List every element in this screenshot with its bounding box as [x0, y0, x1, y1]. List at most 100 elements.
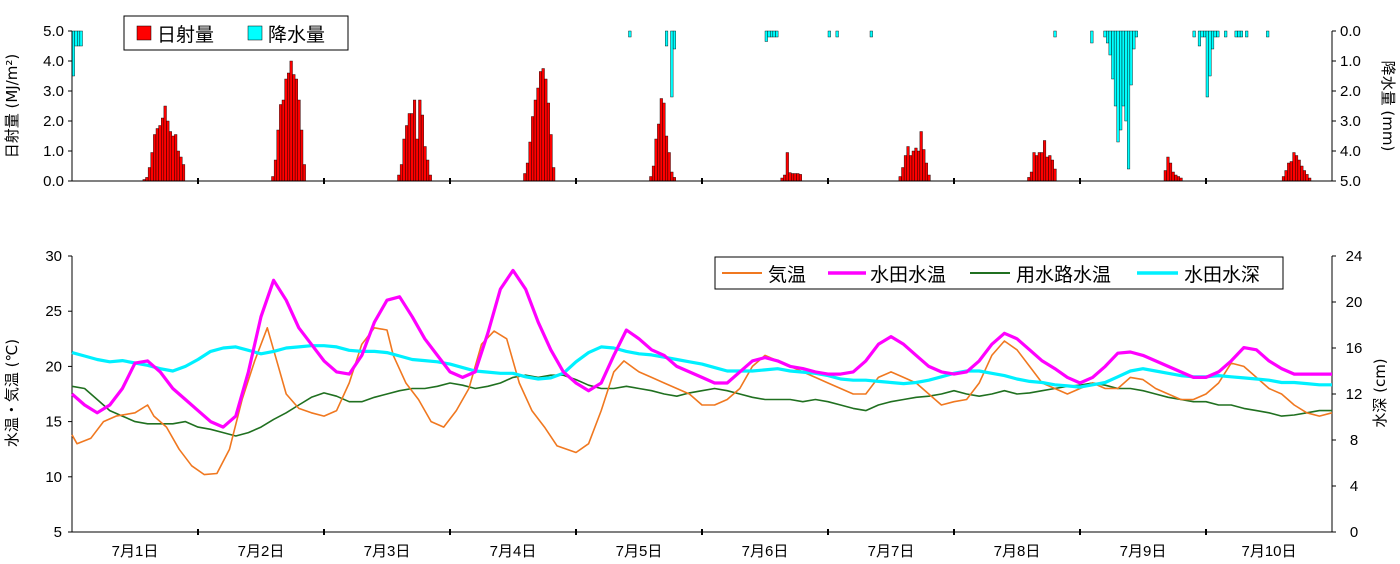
solar-bar — [297, 99, 301, 182]
bottom-left-tick-label: 10 — [45, 469, 62, 486]
solar-bar — [413, 99, 417, 182]
precip-bar — [1113, 30, 1117, 107]
solar-bar — [1050, 159, 1054, 182]
solar-bar — [898, 176, 902, 182]
solar-bar — [523, 173, 527, 182]
precip-bar — [1106, 30, 1110, 44]
solar-bar — [292, 74, 296, 182]
legend-canal-temp-label: 用水路水温 — [1016, 264, 1111, 286]
precip-bar — [835, 30, 839, 38]
precip-bar — [1239, 30, 1243, 38]
date-tick-label: 7月1日 — [112, 543, 159, 560]
precip-bar — [1205, 30, 1209, 98]
solar-bar — [428, 174, 432, 182]
bottom-left-tick-label: 15 — [45, 414, 62, 431]
bottom-left-tick-label: 5 — [54, 524, 62, 541]
solar-bar — [420, 114, 424, 182]
precip-bar — [628, 30, 632, 38]
solar-bar — [182, 164, 186, 182]
date-tick-label: 7月6日 — [742, 543, 789, 560]
precip-bar — [665, 30, 669, 47]
precip-bar — [1116, 30, 1120, 143]
solar-bar — [1048, 155, 1052, 182]
solar-bar — [531, 116, 535, 182]
date-tick-label: 7月5日 — [616, 543, 663, 560]
solar-bar — [1027, 177, 1031, 182]
solar-bar — [667, 152, 671, 182]
precip-bar — [775, 30, 779, 38]
precip-bar — [1203, 30, 1207, 38]
precip-bar — [77, 30, 81, 47]
solar-bar — [294, 78, 298, 182]
legend-paddy-depth-label: 水田水深 — [1184, 264, 1260, 286]
top-right-tick-label: 5.0 — [1340, 173, 1361, 190]
solar-bar — [1305, 174, 1309, 182]
solar-bar — [783, 174, 787, 182]
solar-bar — [415, 138, 419, 182]
solar-bar — [166, 120, 170, 182]
top-left-tick-label: 4.0 — [43, 53, 64, 70]
solar-bar — [1035, 155, 1039, 182]
solar-bar — [539, 71, 543, 182]
solar-bar — [672, 177, 676, 182]
precip-bar — [1224, 30, 1228, 38]
temperature-depth-panel: 5 10 15 20 25 30 0 4 8 12 16 20 24 7月1日 7月2日 7月3日 7月4日… — [3, 248, 1389, 560]
solar-bar — [155, 128, 159, 182]
solar-bar — [788, 172, 792, 182]
solar-axis-title: 日射量 (MJ/m²) — [3, 54, 21, 159]
series-lines — [70, 268, 1333, 476]
solar-bar — [153, 134, 157, 182]
solar-bar — [549, 134, 553, 182]
solar-bar — [546, 102, 550, 182]
solar-bar — [1300, 165, 1304, 182]
precip-bar — [1108, 30, 1112, 56]
precip-axis-title: 降水量 (mm) — [1379, 61, 1397, 152]
precip-bar — [767, 30, 771, 38]
solar-bar — [791, 173, 795, 182]
solar-precip-panel: 0.0 1.0 2.0 3.0 4.0 5.0 0.0 1.0 2.0 3.0 4.0 5.0 日射… — [3, 15, 1397, 190]
solar-bar — [397, 174, 401, 182]
precip-bar — [1134, 30, 1138, 38]
bottom-left-tick-label: 25 — [45, 303, 62, 320]
top-left-tick-label: 0.0 — [43, 173, 64, 190]
solar-bar — [793, 173, 797, 182]
solar-bar — [1292, 152, 1296, 182]
solar-bar — [906, 146, 910, 182]
bottom-right-tick-label: 4 — [1350, 478, 1358, 495]
precip-bar — [1103, 30, 1107, 38]
solar-bar — [1295, 155, 1299, 182]
bottom-left-tick-label: 30 — [45, 248, 62, 265]
precip-bar — [1119, 30, 1123, 131]
precip-bar — [827, 30, 831, 38]
precip-bar — [1192, 30, 1196, 38]
top-left-tick-labels: 0.0 1.0 2.0 3.0 4.0 5.0 — [43, 23, 64, 190]
date-tick-labels: 7月1日 7月2日 7月3日 7月4日 7月5日 7月6日 7月7日 7月8日 7月9日 7月10… — [112, 543, 1297, 560]
solar-bar — [528, 141, 532, 182]
solar-bar — [919, 131, 923, 182]
top-left-tick-label: 5.0 — [43, 23, 64, 40]
solar-bar — [541, 68, 545, 182]
bottom-right-tick-label: 12 — [1346, 386, 1363, 403]
solar-bar — [1043, 140, 1047, 182]
bottom-right-tick-labels: 0 4 8 12 16 20 24 — [1346, 248, 1363, 541]
date-tick-label: 7月7日 — [868, 543, 915, 560]
solar-bar — [901, 167, 905, 182]
precip-bar — [772, 30, 776, 38]
bottom-right-tick-label: 24 — [1346, 248, 1363, 265]
precip-bar — [1213, 30, 1217, 38]
top-legend: 日射量 降水量 — [123, 15, 349, 51]
precip-bar — [1234, 30, 1238, 38]
solar-bar — [903, 155, 907, 182]
solar-bar — [147, 167, 151, 182]
precip-bar — [1266, 30, 1270, 38]
date-tick-label: 7月4日 — [490, 543, 537, 560]
solar-bar — [525, 162, 529, 182]
solar-bar — [1053, 168, 1057, 182]
precip-bar — [74, 30, 78, 47]
solar-bar — [922, 149, 926, 182]
bottom-left-tick-label: 20 — [45, 358, 62, 375]
date-tick-label: 7月3日 — [364, 543, 411, 560]
precip-bar — [1121, 30, 1125, 107]
solar-bar — [552, 167, 556, 182]
solar-bar — [798, 174, 802, 182]
